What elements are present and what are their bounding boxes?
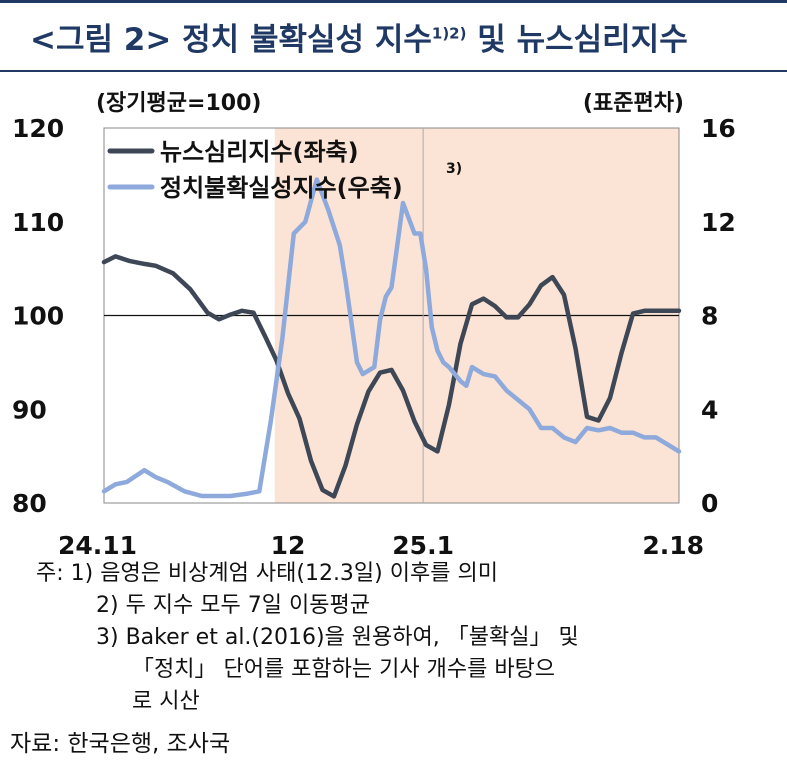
title-suffix: 및 뉴스심리지수 <box>466 22 688 58</box>
footnote-3-cont: 「정치」 단어를 포함하는 기사 개수를 바탕으 <box>132 657 556 682</box>
y-right-tick-label: 4 <box>701 395 718 424</box>
x-tick-label: 12 <box>271 531 306 560</box>
footnote-3: 3) Baker et al.(2016)을 원용하여, 「불확실」 및 <box>96 625 579 650</box>
left-axis-unit: (장기평균=100) <box>96 91 261 116</box>
y-right-tick-label: 12 <box>701 208 736 237</box>
series-line-1 <box>101 254 682 499</box>
y-left-tick-label: 100 <box>12 302 64 331</box>
series-line-2 <box>101 177 682 499</box>
legend-label-1: 뉴스심리지수(좌축) <box>160 138 359 166</box>
right-axis-unit: (표준편차) <box>583 91 684 116</box>
title-top-rule <box>0 0 787 3</box>
title-bottom-rule <box>0 70 787 72</box>
legend-footnote-ref: 3) <box>446 161 462 177</box>
x-tick-label: 25.1 <box>392 531 454 560</box>
figure-title: <그림 2> 정치 불확실성 지수1)2) 및 뉴스심리지수 <box>30 14 688 59</box>
y-right-tick-label: 16 <box>701 114 736 143</box>
figure-title-bar: <그림 2> 정치 불확실성 지수1)2) 및 뉴스심리지수 <box>0 0 787 72</box>
y-right-tick-label: 8 <box>701 302 718 331</box>
y-right-tick-label: 0 <box>701 489 718 518</box>
line-chart: 120 110 100 90 80 16 12 8 4 0 24.11 12 25.1 2.18 (장기평균… <box>12 91 736 560</box>
footnote-3-cont2: 로 시산 <box>132 689 200 714</box>
source-line: 자료: 한국은행, 조사국 <box>10 731 231 757</box>
y-left-tick-label: 90 <box>12 395 47 424</box>
y-left-tick-label: 120 <box>12 114 64 143</box>
y-left-tick-label: 110 <box>12 208 64 237</box>
title-footnote-ref: 1)2) <box>431 24 467 43</box>
x-tick-label: 24.11 <box>58 531 137 560</box>
footnote-1: 주: 1) 음영은 비상계엄 사태(12.3일) 이후를 의미 <box>36 561 498 586</box>
footnote-2: 2) 두 지수 모두 7일 이동평균 <box>96 593 370 618</box>
title-main: <그림 2> 정치 불확실성 지수 <box>30 22 432 58</box>
legend-label-2: 정치불확실성지수(우축) <box>160 174 403 202</box>
y-left-tick-label: 80 <box>12 489 47 518</box>
x-tick-label: 2.18 <box>642 531 704 560</box>
